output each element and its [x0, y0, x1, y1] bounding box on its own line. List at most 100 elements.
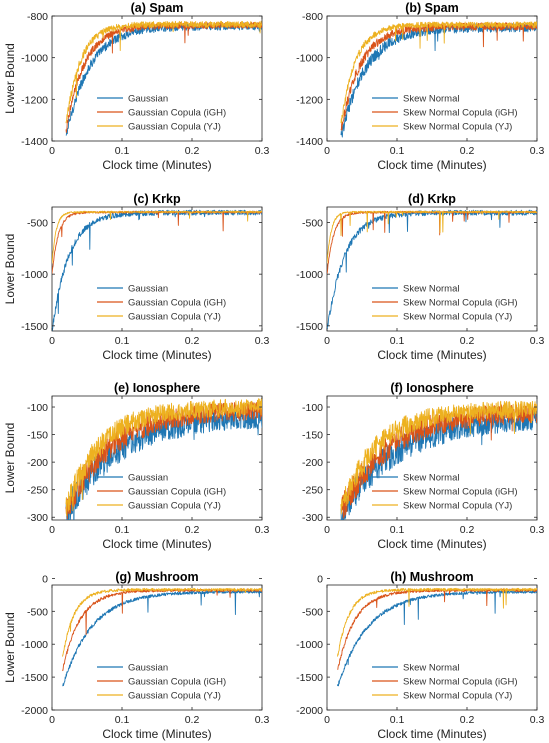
series-line-3: [52, 210, 262, 264]
x-tick-label: 0: [49, 145, 55, 157]
subplot-4: 0 0.1 0.2 0.3 -1500 -1000 -500 (d) Krkp Clock ti…: [296, 192, 544, 362]
y-tick-label: -500: [302, 606, 323, 618]
legend-entry: Gaussian: [128, 663, 168, 674]
x-tick-label: 0.1: [115, 714, 130, 726]
legend-entry: Skew Normal: [403, 663, 460, 674]
legend-entry: Skew Normal Copula (YJ): [403, 691, 512, 702]
series-line-2: [340, 22, 537, 131]
series-line-3: [340, 400, 537, 515]
legend-entry: Gaussian Copula (iGH): [128, 298, 226, 309]
y-tick-label: 0: [42, 573, 48, 585]
x-tick-label: 0.1: [115, 335, 130, 347]
y-axis-label: Lower Bound: [3, 612, 17, 683]
x-axis-label: Clock time (Minutes): [377, 727, 486, 741]
y-axis-label: Lower Bound: [3, 423, 17, 494]
legend-entry: Skew Normal Copula (iGH): [403, 677, 518, 688]
y-tick-label: -100: [302, 402, 323, 414]
plot-area: [51, 584, 263, 711]
x-tick-label: 0.3: [530, 145, 545, 157]
x-tick-label: 0.1: [115, 145, 130, 157]
y-tick-label: -150: [27, 430, 48, 442]
chart-title: (f) Ionosphere: [390, 381, 473, 395]
y-tick-label: -1400: [21, 136, 48, 148]
y-tick-label: -1500: [21, 672, 48, 684]
y-tick-label: -800: [302, 11, 323, 23]
subplot-6: 0 0.1 0.2 0.3 -300 -250 -200 -150 -100 (f) Ionosp…: [302, 381, 544, 551]
legend-entry: Gaussian Copula (iGH): [128, 677, 226, 688]
x-tick-label: 0.3: [255, 145, 270, 157]
legend-entry: Gaussian: [128, 284, 168, 295]
x-tick-label: 0.1: [390, 335, 405, 347]
legend-entry: Skew Normal Copula (YJ): [403, 312, 512, 323]
chart-title: (c) Krkp: [133, 192, 181, 206]
x-tick-label: 0.1: [390, 524, 405, 536]
x-tick-label: 0.2: [185, 335, 200, 347]
y-tick-label: -800: [27, 11, 48, 23]
y-tick-label: -1500: [21, 321, 48, 333]
chart-title: (b) Spam: [405, 1, 458, 15]
plot-area: [51, 15, 263, 142]
chart-title: (g) Mushroom: [115, 570, 198, 584]
subplot-7: 0 0.1 0.2 0.3 -2000 -1500 -1000 -500 0 (g) Mushro…: [3, 570, 269, 741]
x-tick-label: 0.1: [390, 714, 405, 726]
y-tick-label: -1000: [21, 269, 48, 281]
legend-entry: Skew Normal: [403, 473, 460, 484]
y-tick-label: -1400: [296, 136, 323, 148]
y-tick-label: -1000: [296, 269, 323, 281]
x-axis-label: Clock time (Minutes): [102, 727, 211, 741]
legend-entry: Skew Normal Copula (YJ): [403, 122, 512, 133]
legend-entry: Skew Normal: [403, 94, 460, 105]
y-tick-label: -100: [27, 402, 48, 414]
legend-entry: Gaussian Copula (YJ): [128, 122, 221, 133]
y-tick-label: -250: [302, 485, 323, 497]
y-tick-label: -500: [27, 606, 48, 618]
subplot-3: 0 0.1 0.2 0.3 -1500 -1000 -500 (c) Krkp Clock ti…: [3, 192, 269, 362]
x-tick-label: 0.2: [185, 145, 200, 157]
y-tick-label: -1500: [296, 321, 323, 333]
x-axis-label: Clock time (Minutes): [102, 537, 211, 551]
x-tick-label: 0.3: [255, 524, 270, 536]
y-tick-label: -500: [302, 218, 323, 230]
x-tick-label: 0: [49, 335, 55, 347]
series-line-1: [340, 22, 537, 138]
chart-title: (h) Mushroom: [390, 570, 473, 584]
subplot-1: 0 0.1 0.2 0.3 -1400 -1200 -1000 -800 (a) Spam Clo…: [3, 1, 269, 172]
series-line-3: [340, 21, 537, 124]
x-tick-label: 0: [49, 714, 55, 726]
legend-entry: Gaussian: [128, 94, 168, 105]
y-tick-label: -300: [27, 512, 48, 524]
legend-entry: Gaussian Copula (iGH): [128, 487, 226, 498]
legend-entry: Gaussian Copula (YJ): [128, 312, 221, 323]
x-tick-label: 0.1: [390, 145, 405, 157]
legend-entry: Skew Normal Copula (iGH): [403, 108, 518, 119]
legend-entry: Gaussian: [128, 473, 168, 484]
y-tick-label: -1000: [296, 53, 323, 65]
y-tick-label: -1200: [296, 94, 323, 106]
x-tick-label: 0: [49, 524, 55, 536]
series-line-3: [65, 20, 262, 124]
legend-entry: Gaussian Copula (iGH): [128, 108, 226, 119]
x-tick-label: 0.2: [185, 714, 200, 726]
legend-entry: Skew Normal: [403, 284, 460, 295]
chart-title: (d) Krkp: [408, 192, 456, 206]
series-line-1: [62, 589, 262, 687]
x-tick-label: 0.2: [460, 714, 475, 726]
legend-entry: Skew Normal Copula (iGH): [403, 487, 518, 498]
x-tick-label: 0.3: [255, 714, 270, 726]
legend-entry: Gaussian Copula (YJ): [128, 691, 221, 702]
legend-entry: Gaussian Copula (YJ): [128, 501, 221, 512]
y-tick-label: -1000: [21, 53, 48, 65]
y-axis-label: Lower Bound: [3, 43, 17, 114]
subplot-2: 0 0.1 0.2 0.3 -1400 -1200 -1000 -800 (b) Spam Clo…: [296, 1, 544, 172]
y-tick-label: -300: [302, 512, 323, 524]
x-tick-label: 0.3: [530, 714, 545, 726]
x-tick-label: 0.2: [460, 145, 475, 157]
series-line-3: [327, 210, 537, 264]
y-tick-label: -2000: [21, 705, 48, 717]
x-tick-label: 0: [324, 714, 330, 726]
x-tick-label: 0.3: [530, 524, 545, 536]
x-axis-label: Clock time (Minutes): [102, 158, 211, 172]
x-tick-label: 0.2: [185, 524, 200, 536]
y-tick-label: 0: [317, 573, 323, 585]
